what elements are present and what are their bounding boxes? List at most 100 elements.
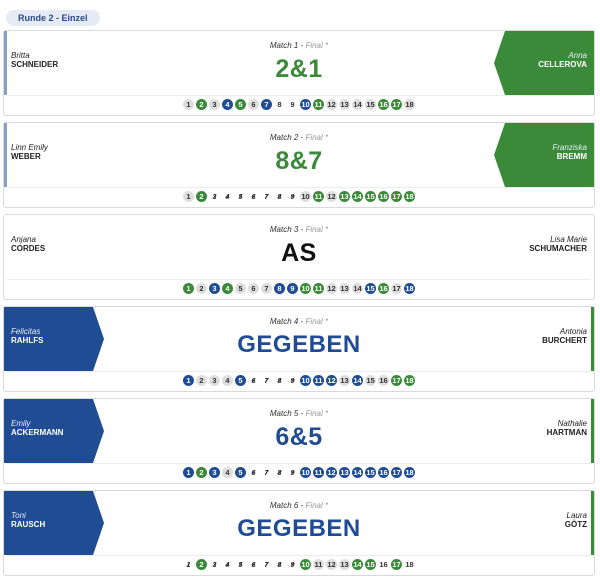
- player-last-name: CORDES: [11, 244, 46, 253]
- hole-14-chip: 14: [352, 375, 363, 386]
- hole-3-chip: 3: [209, 375, 220, 386]
- match-label: Match 1 - Final *: [269, 41, 329, 50]
- hole-15-chip: 15: [365, 191, 376, 202]
- match-score: GEGEBEN: [237, 515, 361, 542]
- match-number: Match 3: [269, 225, 299, 234]
- hole-9-chip: 9: [290, 100, 295, 109]
- player-first-name: Toni: [11, 511, 26, 520]
- match-score: AS: [281, 239, 317, 267]
- hole-16-chip: 16: [378, 375, 389, 386]
- hole-14-chip: 14: [352, 99, 363, 110]
- player-last-name: GÖTZ: [564, 520, 587, 529]
- player-first-name: Nathalie: [557, 419, 587, 428]
- hole-10-chip: 10: [300, 283, 311, 294]
- accent-bar: [591, 491, 594, 555]
- divider: [7, 279, 591, 280]
- hole-5-chip: 5: [235, 375, 246, 386]
- hole-15-chip: 15: [365, 283, 376, 294]
- hole-13-chip: 13: [339, 467, 350, 478]
- hole-11-chip: 11: [313, 375, 324, 386]
- hole-results: 1 2 3 4 5 6 7 8 9 10 11 12 13 14 15 16 17 18: [4, 191, 594, 202]
- hole-2-chip: 2: [196, 467, 207, 478]
- match-status: Final *: [305, 133, 329, 142]
- player-right: Anna CELLEROVA: [538, 51, 587, 69]
- hole-13-chip: 13: [339, 283, 350, 294]
- hole-11-chip: 11: [313, 467, 324, 478]
- match-number: Match 2: [269, 133, 299, 142]
- match-card[interactable]: Linn Emily WEBER Franziska BREMM Match 2…: [3, 122, 595, 208]
- hole-7-chip: 7: [261, 191, 272, 202]
- match-card[interactable]: Anjana CORDES Lisa Marie SCHUMACHER Matc…: [3, 214, 595, 300]
- hole-17-chip: 17: [391, 375, 402, 386]
- match-number: Match 4: [269, 317, 299, 326]
- hole-17-chip: 17: [391, 559, 402, 570]
- divider: [7, 371, 591, 372]
- hole-4-chip: 4: [222, 99, 233, 110]
- hole-7-chip: 7: [261, 375, 272, 386]
- winner-flag: [494, 31, 594, 95]
- accent-bar: [4, 123, 7, 187]
- player-last-name: SCHNEIDER: [11, 60, 59, 69]
- match-number: Match 1: [269, 41, 299, 50]
- hole-6-chip: 6: [248, 283, 259, 294]
- hole-3-chip: 3: [209, 559, 220, 570]
- match-card[interactable]: Toni RAUSCH Laura GÖTZ Match 6 - Final *…: [3, 490, 595, 576]
- hole-14-chip: 14: [352, 559, 363, 570]
- hole-2-chip: 2: [196, 191, 207, 202]
- hole-6-chip: 6: [248, 559, 259, 570]
- hole-5-chip: 5: [235, 99, 246, 110]
- winner-flag: [4, 399, 104, 463]
- hole-7-chip: 7: [261, 559, 272, 570]
- hole-5-chip: 5: [235, 559, 246, 570]
- divider: [7, 463, 591, 464]
- hole-6-chip: 6: [248, 99, 259, 110]
- match-card[interactable]: Felicitas RAHLFS Antonia BURCHERT Match …: [3, 306, 595, 392]
- accent-bar: [591, 307, 594, 371]
- hole-14-chip: 14: [352, 283, 363, 294]
- player-first-name: Linn Emily: [11, 143, 48, 152]
- hole-15-chip: 15: [365, 99, 376, 110]
- hole-3-chip: 3: [209, 467, 220, 478]
- player-right: Laura GÖTZ: [565, 511, 587, 529]
- player-first-name: Franziska: [552, 143, 587, 152]
- match-label: Match 5 - Final *: [269, 409, 329, 418]
- hole-results: 1 2 3 4 5 6 7 8 9 10 11 12 13 14 15 16 17 18: [4, 99, 594, 110]
- hole-8-chip: 8: [274, 559, 285, 570]
- match-status: Final *: [305, 501, 329, 510]
- hole-1-chip: 1: [183, 191, 194, 202]
- hole-4-chip: 4: [222, 283, 233, 294]
- match-card[interactable]: Emily ACKERMANN Nathalie HARTMAN Match 5…: [3, 398, 595, 484]
- player-last-name: RAUSCH: [11, 520, 46, 529]
- player-right: Nathalie HARTMAN: [547, 419, 587, 437]
- match-card[interactable]: Britta SCHNEIDER Anna CELLEROVA Match 1 …: [3, 30, 595, 116]
- hole-10-chip: 10: [300, 467, 311, 478]
- match-number: Match 6: [269, 501, 299, 510]
- round-label[interactable]: Runde 2 - Einzel: [6, 10, 100, 26]
- match-label: Match 2 - Final *: [269, 133, 329, 142]
- hole-11-chip: 11: [313, 283, 324, 294]
- hole-13-chip: 13: [339, 191, 350, 202]
- hole-4-chip: 4: [222, 191, 233, 202]
- player-first-name: Lisa Marie: [550, 235, 587, 244]
- player-right: Antonia BURCHERT: [542, 327, 587, 345]
- match-status: Final *: [305, 409, 329, 418]
- hole-2-chip: 2: [196, 375, 207, 386]
- hole-16-chip: 16: [378, 191, 389, 202]
- hole-16-chip: 16: [379, 560, 388, 569]
- player-first-name: Antonia: [559, 327, 587, 336]
- hole-1-chip: 1: [183, 467, 194, 478]
- hole-2-chip: 2: [196, 99, 207, 110]
- match-status: Final *: [305, 41, 329, 50]
- hole-results: 1 2 3 4 5 6 7 8 9 10 11 12 13 14 15 16 17 18: [4, 467, 594, 478]
- hole-12-chip: 12: [326, 467, 337, 478]
- hole-3-chip: 3: [209, 283, 220, 294]
- player-left: Emily ACKERMANN: [11, 419, 63, 437]
- hole-3-chip: 3: [209, 191, 220, 202]
- hole-16-chip: 16: [378, 467, 389, 478]
- hole-18-chip: 18: [404, 283, 415, 294]
- hole-14-chip: 14: [352, 191, 363, 202]
- hole-1-chip: 1: [183, 559, 194, 570]
- hole-4-chip: 4: [222, 375, 233, 386]
- player-left: Anjana CORDES: [11, 235, 45, 253]
- player-first-name: Britta: [11, 51, 30, 60]
